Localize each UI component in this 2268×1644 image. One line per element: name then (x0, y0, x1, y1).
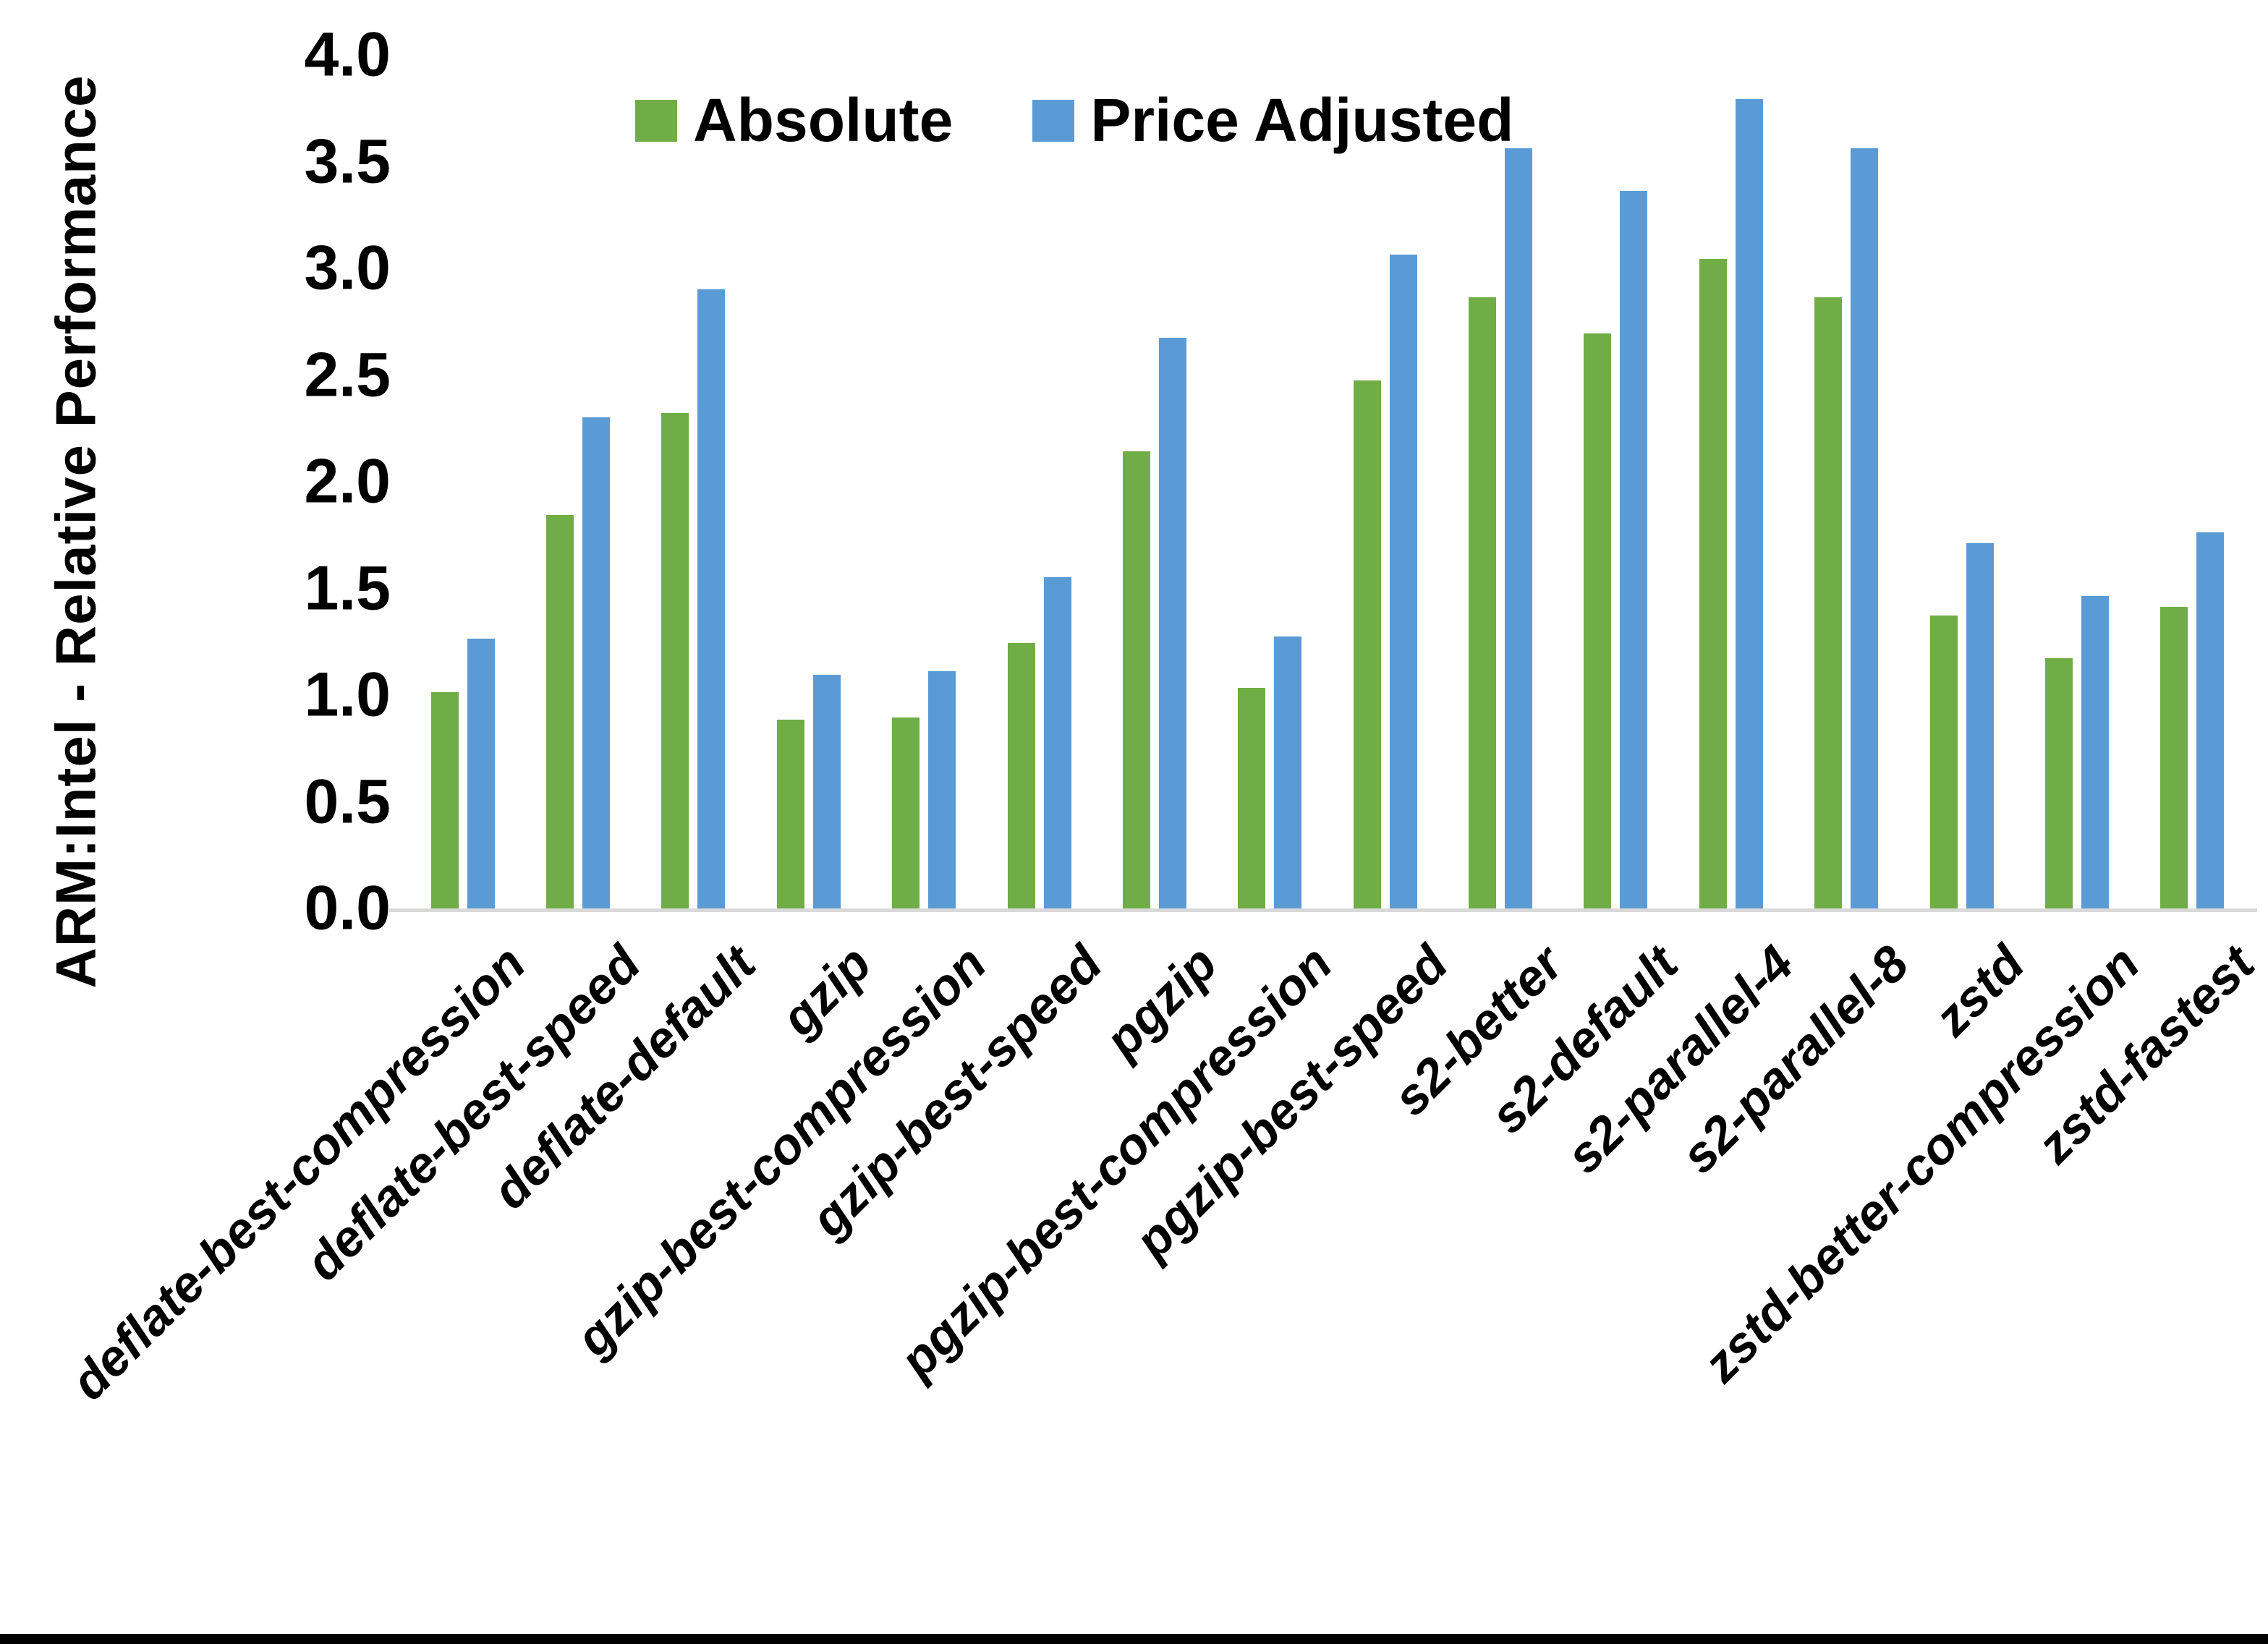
bar-absolute-s2-default (1584, 333, 1611, 910)
bar-price-adjusted-pgzip-best-compression (1274, 636, 1301, 910)
y-tick-label: 1.5 (304, 553, 391, 623)
bar-price-adjusted-gzip (813, 675, 841, 910)
bar-absolute-s2-better (1469, 297, 1496, 910)
bar-price-adjusted-gzip-best-compression (928, 671, 956, 910)
bar-absolute-deflate-best-compression (431, 692, 459, 910)
y-tick-label: 3.0 (304, 233, 391, 303)
bar-absolute-zstd-fastest (2160, 607, 2188, 910)
y-tick-label: 3.5 (304, 127, 391, 197)
bar-price-adjusted-pgzip (1159, 338, 1186, 910)
legend-swatch-price-adjusted (1032, 99, 1075, 142)
x-axis-baseline (388, 908, 2257, 912)
legend: Absolute Price Adjusted (635, 85, 1513, 156)
bar-absolute-gzip-best-speed (1008, 643, 1035, 910)
bar-absolute-deflate-best-speed (546, 515, 574, 910)
bar-price-adjusted-zstd (1966, 543, 1994, 910)
bar-absolute-gzip (777, 720, 804, 910)
legend-label-price-adjusted: Price Adjusted (1090, 86, 1514, 154)
bar-price-adjusted-deflate-default (697, 289, 725, 910)
bottom-border-line (0, 1634, 2268, 1644)
bar-price-adjusted-zstd-fastest (2196, 532, 2224, 910)
bar-price-adjusted-s2-parallel-8 (1851, 148, 1878, 910)
legend-label-absolute: Absolute (693, 86, 954, 154)
bar-absolute-gzip-best-compression (892, 717, 919, 910)
y-tick-label: 1.0 (304, 660, 391, 730)
y-tick-label: 2.0 (304, 446, 391, 516)
bar-absolute-deflate-default (661, 413, 689, 910)
bar-price-adjusted-s2-better (1505, 148, 1532, 910)
bar-absolute-s2-parallel-8 (1814, 297, 1842, 910)
bar-absolute-pgzip (1123, 451, 1150, 910)
bar-absolute-pgzip-best-speed (1354, 380, 1381, 910)
y-tick-label: 0.0 (304, 873, 391, 943)
bar-absolute-s2-parallel-4 (1699, 259, 1727, 910)
legend-item-price-adjusted: Price Adjusted (1032, 85, 1513, 156)
bar-price-adjusted-s2-parallel-4 (1736, 99, 1763, 910)
bar-price-adjusted-gzip-best-speed (1044, 577, 1071, 910)
legend-item-absolute: Absolute (635, 85, 953, 156)
bar-price-adjusted-pgzip-best-speed (1390, 255, 1417, 910)
bar-absolute-pgzip-best-compression (1238, 688, 1265, 910)
bar-price-adjusted-s2-default (1620, 191, 1647, 910)
legend-swatch-absolute (635, 99, 677, 142)
bar-price-adjusted-zstd-better-compression (2081, 596, 2109, 910)
bar-price-adjusted-deflate-best-speed (582, 417, 610, 910)
y-tick-label: 0.5 (304, 767, 391, 837)
y-tick-label: 2.5 (304, 340, 391, 410)
y-tick-label: 4.0 (304, 20, 391, 90)
bar-absolute-zstd-better-compression (2045, 658, 2073, 910)
bar-absolute-zstd (1930, 616, 1958, 910)
bar-price-adjusted-deflate-best-compression (467, 639, 495, 910)
y-axis-title: ARM:Intel - Relative Performance (43, 74, 108, 989)
